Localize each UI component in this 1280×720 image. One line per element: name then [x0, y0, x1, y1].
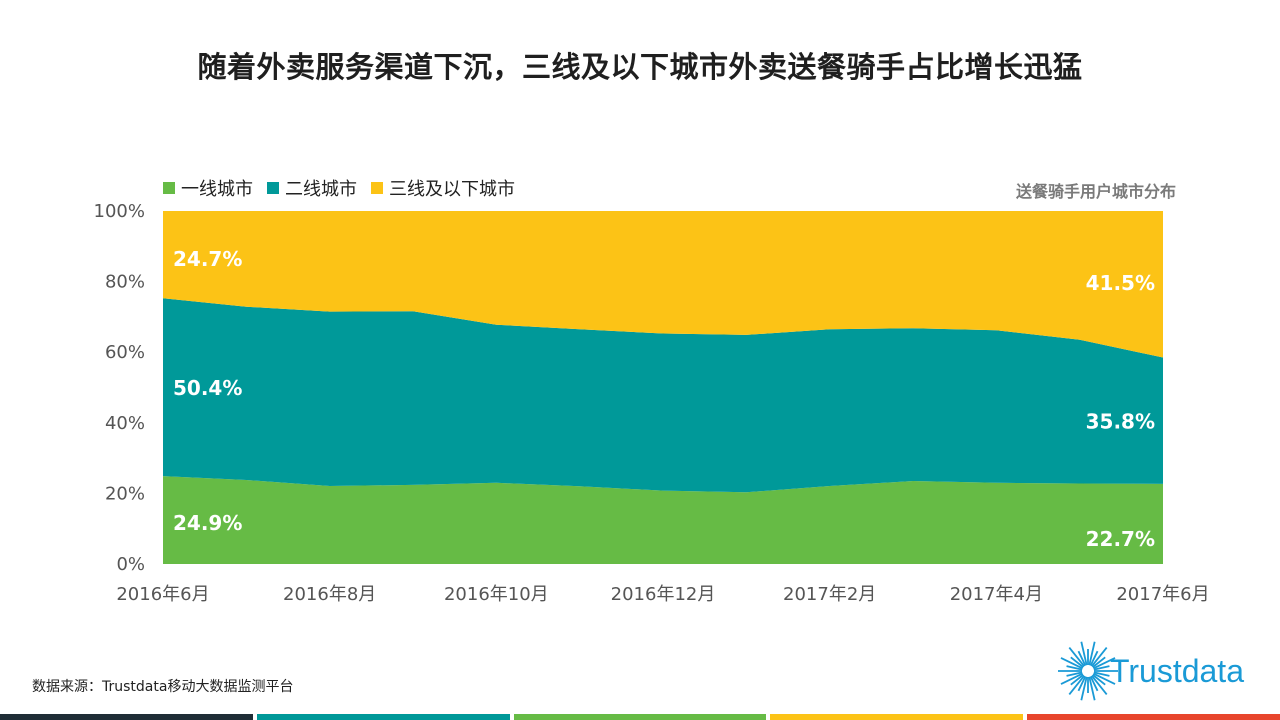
logo-ray [1093, 657, 1116, 670]
logo-ray [1093, 672, 1116, 685]
data-label: 41.5% [1086, 271, 1155, 295]
bottom-bar-segment [513, 714, 767, 720]
logo-ray [1089, 650, 1099, 666]
bottom-bar-segment [256, 714, 510, 720]
logo-ray [1066, 671, 1083, 677]
legend-label-tier3: 三线及以下城市 [389, 179, 515, 200]
chart-subtitle: 送餐骑手用户城市分布 [1015, 182, 1176, 201]
chart-legend: 一线城市 二线城市 三线及以下城市 [163, 176, 529, 200]
area-series-2 [163, 298, 1163, 493]
logo-ray [1060, 672, 1083, 685]
logo-ray [1093, 665, 1110, 671]
y-tick-label: 40% [105, 413, 145, 434]
legend-item-tier1: 一线城市 [163, 175, 253, 201]
logo-ray [1070, 656, 1084, 668]
logo-ray [1068, 646, 1085, 667]
logo-ray [1070, 674, 1084, 686]
legend-item-tier2: 二线城市 [267, 175, 357, 201]
logo-ray [1080, 641, 1088, 666]
logo-text: Trustdata [1110, 653, 1244, 689]
logo-ray [1066, 665, 1083, 671]
source-note: 数据来源：Trustdata移动大数据监测平台 [32, 679, 294, 695]
bottom-color-bar [0, 714, 1280, 720]
legend-swatch-tier1 [163, 182, 175, 194]
logo-ray [1080, 676, 1088, 701]
x-tick-label: 2016年8月 [283, 584, 376, 605]
x-tick-label: 2017年4月 [950, 584, 1043, 605]
logo-ray [1091, 646, 1108, 667]
logo-ray [1088, 641, 1096, 666]
y-tick-label: 20% [105, 483, 145, 504]
x-tick-label: 2017年2月 [783, 584, 876, 605]
trustdata-logo: Trustdata [1058, 633, 1268, 705]
bottom-bar-segment [1027, 714, 1280, 720]
y-tick-label: 80% [105, 272, 145, 293]
bottom-bar-segment [770, 714, 1024, 720]
logo-ray [1089, 676, 1099, 692]
legend-label-tier2: 二线城市 [285, 179, 357, 200]
sunburst-icon [1058, 641, 1118, 701]
logo-ray [1088, 676, 1096, 701]
legend-label-tier1: 一线城市 [181, 179, 253, 200]
page-title: 随着外卖服务渠道下沉，三线及以下城市外卖送餐骑手占比增长迅猛 [197, 50, 1083, 84]
y-tick-label: 0% [116, 554, 145, 575]
data-label: 24.9% [173, 511, 242, 535]
area-series-1 [163, 476, 1163, 564]
area-series-3 [163, 211, 1163, 358]
y-tick-label: 100% [94, 201, 145, 222]
x-tick-label: 2016年12月 [611, 584, 716, 605]
x-tick-label: 2017年6月 [1116, 584, 1209, 605]
logo-ray [1077, 676, 1087, 692]
logo-ray [1060, 657, 1083, 670]
logo-ray [1091, 675, 1108, 696]
logo-ray [1093, 671, 1110, 677]
stacked-area-chart: 0% 20% 40% 60% 80% 100% 2016年6月 2016年8月 2016年10月… [94, 201, 1210, 605]
data-label: 50.4% [173, 376, 242, 400]
logo-ray [1068, 675, 1085, 696]
y-tick-label: 60% [105, 342, 145, 363]
legend-swatch-tier2 [267, 182, 279, 194]
x-tick-label: 2016年10月 [444, 584, 549, 605]
legend-swatch-tier3 [371, 182, 383, 194]
data-label: 35.8% [1086, 410, 1155, 434]
data-label: 22.7% [1086, 527, 1155, 551]
logo-ray [1092, 656, 1106, 668]
bottom-bar-segment [0, 714, 253, 720]
logo-ray [1092, 674, 1106, 686]
logo-ray [1077, 650, 1087, 666]
data-label: 24.7% [173, 247, 242, 271]
legend-item-tier3: 三线及以下城市 [371, 175, 515, 201]
x-tick-label: 2016年6月 [116, 584, 209, 605]
